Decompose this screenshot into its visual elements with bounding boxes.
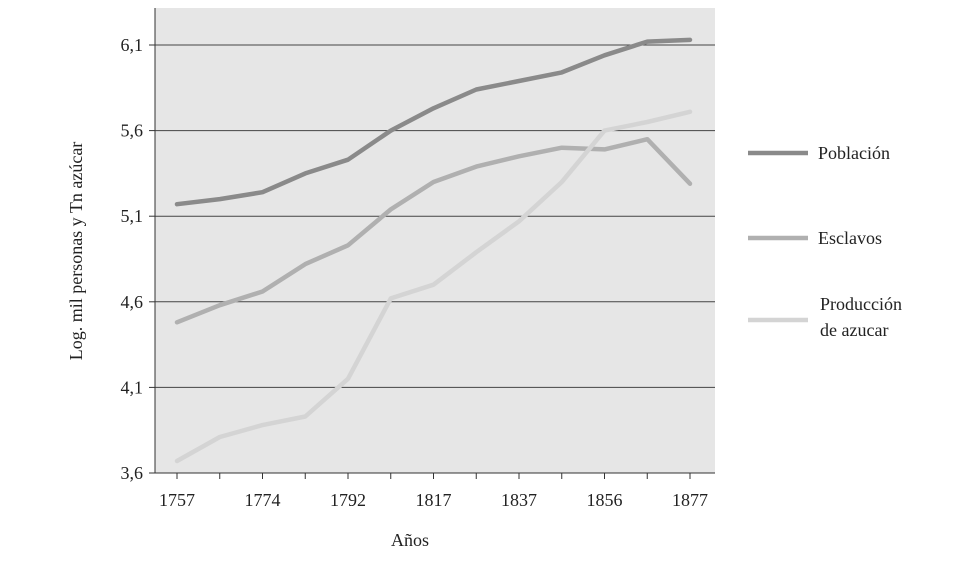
x-tick-label: 1774 [245,490,281,510]
x-tick-label: 1757 [159,490,195,510]
legend: Población Esclavos Producción de azucar [748,143,902,340]
y-tick-label: 6,1 [121,35,144,55]
axis-ticks: 3,6 4,1 4,6 5,1 5,6 6,1 1757 1774 1792 1817 1837 18… [121,35,709,510]
x-tick-label: 1817 [416,490,452,510]
x-tick-label: 1877 [672,490,708,510]
y-tick-label: 4,6 [121,292,144,312]
series-lines [174,37,693,464]
legend-label: Esclavos [818,228,882,248]
x-tick-label: 1792 [330,490,366,510]
legend-label: Producción de azucar [820,294,902,340]
y-tick-label: 5,1 [121,206,144,226]
gridlines [155,44,715,388]
y-tick-label: 4,1 [121,377,144,397]
series-line-esclavos [174,136,693,325]
x-tick-label: 1837 [501,490,537,510]
y-axis-title: Log. mil personas y Tn azúcar [66,142,86,361]
legend-label: Población [818,143,890,163]
y-tick-label: 3,6 [121,463,144,483]
series-line-producci-n-de-azucar [174,109,693,464]
x-axis-title: Años [391,530,429,550]
plot-area [155,8,715,473]
series-line-poblaci-n [174,37,693,207]
x-tick-label: 1856 [587,490,623,510]
y-tick-label: 5,6 [121,121,144,141]
